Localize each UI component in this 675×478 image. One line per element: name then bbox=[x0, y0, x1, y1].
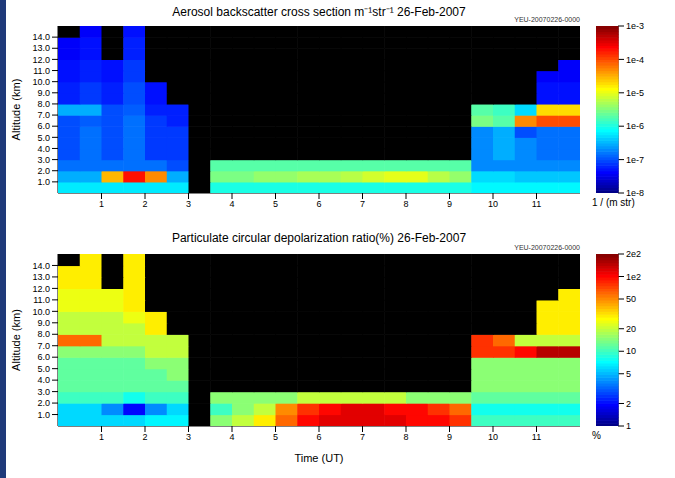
svg-text:7: 7 bbox=[360, 432, 365, 442]
svg-text:1e2: 1e2 bbox=[626, 272, 641, 282]
svg-text:2.0: 2.0 bbox=[37, 398, 50, 408]
svg-text:4: 4 bbox=[229, 199, 234, 209]
svg-text:4.0: 4.0 bbox=[37, 144, 50, 154]
svg-text:1e-7: 1e-7 bbox=[626, 155, 644, 165]
svg-text:1: 1 bbox=[99, 199, 104, 209]
svg-text:9.0: 9.0 bbox=[37, 88, 50, 98]
html-text:YEU-20070226-0000: YEU-20070226-0000 bbox=[514, 244, 580, 251]
svg-text:10: 10 bbox=[488, 432, 498, 442]
svg-text:2: 2 bbox=[626, 399, 631, 409]
svg-text:7.0: 7.0 bbox=[37, 341, 50, 351]
svg-text:4.0: 4.0 bbox=[37, 375, 50, 385]
svg-text:6.0: 6.0 bbox=[37, 352, 50, 362]
svg-text:12.0: 12.0 bbox=[32, 55, 50, 65]
svg-text:6.0: 6.0 bbox=[37, 121, 50, 131]
svg-text:1.0: 1.0 bbox=[37, 410, 50, 420]
svg-text:5.0: 5.0 bbox=[37, 364, 50, 374]
svg-text:3: 3 bbox=[186, 432, 191, 442]
svg-text:10: 10 bbox=[488, 199, 498, 209]
svg-text:10: 10 bbox=[626, 346, 636, 356]
svg-text:7: 7 bbox=[360, 199, 365, 209]
svg-text:1: 1 bbox=[99, 432, 104, 442]
svg-text:12.0: 12.0 bbox=[32, 284, 50, 294]
svg-text:5: 5 bbox=[273, 432, 278, 442]
svg-text:11: 11 bbox=[532, 432, 541, 442]
svg-text:2e2: 2e2 bbox=[626, 249, 641, 259]
svg-text:14.0: 14.0 bbox=[32, 261, 50, 271]
svg-text:1e-8: 1e-8 bbox=[626, 188, 644, 198]
svg-text:3.0: 3.0 bbox=[37, 387, 50, 397]
svg-text:50: 50 bbox=[626, 294, 636, 304]
svg-text:2: 2 bbox=[142, 432, 147, 442]
svg-text:10.0: 10.0 bbox=[32, 77, 50, 87]
html-text:Particulate circular depolariz: Particulate circular depolarization rati… bbox=[171, 231, 467, 245]
svg-text:13.0: 13.0 bbox=[32, 43, 50, 53]
svg-text:1e-6: 1e-6 bbox=[626, 121, 644, 131]
svg-text:Altitude (km): Altitude (km) bbox=[10, 309, 22, 371]
svg-text:1e-5: 1e-5 bbox=[626, 88, 644, 98]
svg-text:5.0: 5.0 bbox=[37, 133, 50, 143]
svg-text:8: 8 bbox=[403, 432, 408, 442]
svg-text:3.0: 3.0 bbox=[37, 155, 50, 165]
svg-text:9.0: 9.0 bbox=[37, 318, 50, 328]
html-text:YEU-20070226-0000: YEU-20070226-0000 bbox=[514, 16, 580, 23]
svg-text:5: 5 bbox=[626, 369, 631, 379]
svg-text:14.0: 14.0 bbox=[32, 32, 50, 42]
svg-text:11.0: 11.0 bbox=[33, 295, 50, 305]
svg-text:1e-3: 1e-3 bbox=[626, 21, 644, 31]
svg-text:9: 9 bbox=[447, 432, 452, 442]
svg-text:11: 11 bbox=[532, 199, 541, 209]
svg-text:11.0: 11.0 bbox=[33, 66, 50, 76]
html-text:Aerosol backscatter cross sect: Aerosol backscatter cross section m⁻¹str… bbox=[172, 5, 466, 19]
svg-text:13.0: 13.0 bbox=[32, 272, 50, 282]
svg-text:20: 20 bbox=[626, 324, 636, 334]
svg-text:8.0: 8.0 bbox=[37, 99, 50, 109]
svg-text:6: 6 bbox=[316, 432, 321, 442]
svg-text:1: 1 bbox=[626, 421, 631, 431]
svg-text:7.0: 7.0 bbox=[37, 110, 50, 120]
svg-text:6: 6 bbox=[316, 199, 321, 209]
svg-text:3: 3 bbox=[186, 199, 191, 209]
svg-text:9: 9 bbox=[447, 199, 452, 209]
svg-text:8: 8 bbox=[403, 199, 408, 209]
svg-text:1.0: 1.0 bbox=[37, 177, 50, 187]
svg-text:Time (UT): Time (UT) bbox=[294, 452, 343, 464]
svg-text:1e-4: 1e-4 bbox=[626, 55, 644, 65]
html-text:1 / (m str): 1 / (m str) bbox=[592, 197, 635, 208]
svg-text:5: 5 bbox=[273, 199, 278, 209]
svg-text:2.0: 2.0 bbox=[37, 166, 50, 176]
svg-text:4: 4 bbox=[229, 432, 234, 442]
svg-text:10.0: 10.0 bbox=[32, 307, 50, 317]
svg-text:Altitude (km): Altitude (km) bbox=[10, 79, 22, 141]
svg-text:2: 2 bbox=[142, 199, 147, 209]
svg-text:8.0: 8.0 bbox=[37, 329, 50, 339]
